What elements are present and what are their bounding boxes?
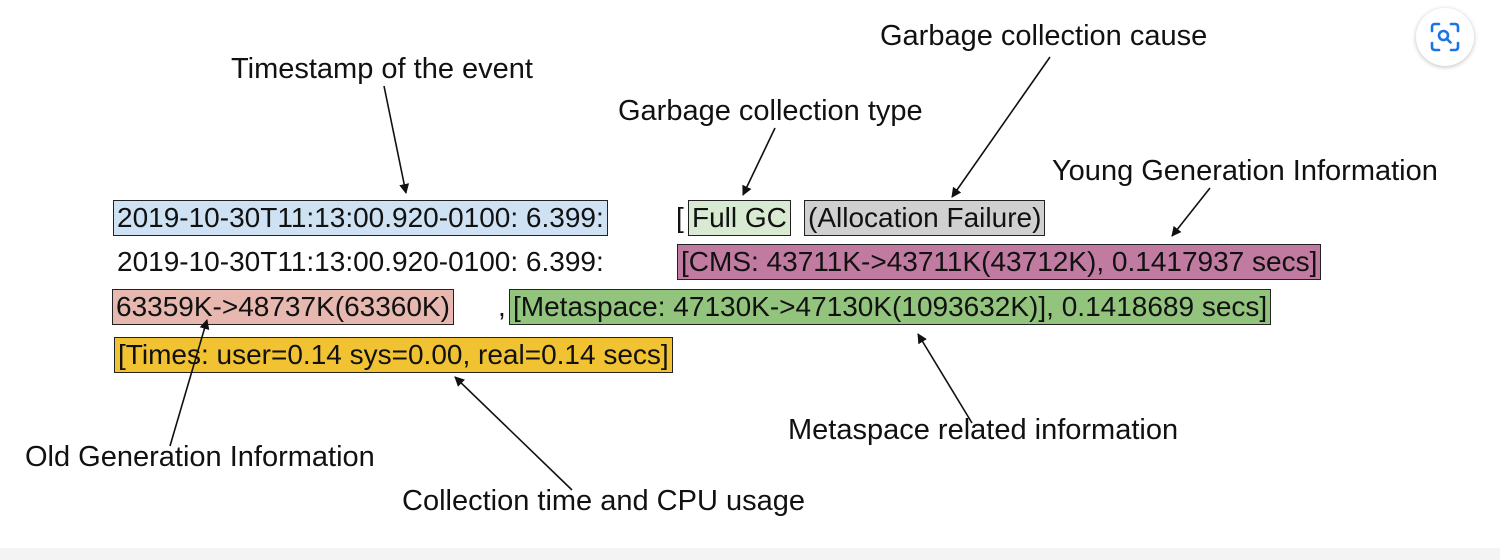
metaspace-box: [Metaspace: 47130K->47130K(1093632K)], 0… <box>509 289 1272 325</box>
label-gc-cause: Garbage collection cause <box>880 20 1208 52</box>
young-gen-box: [CMS: 43711K->43711K(43712K), 0.1417937 … <box>677 244 1322 280</box>
gc-cause-box: (Allocation Failure) <box>804 200 1046 236</box>
timestamp-line2: 2019-10-30T11:13:00.920-0100: 6.399: <box>117 246 604 277</box>
arrow-gc-cause <box>951 56 1051 198</box>
label-gc-type: Garbage collection type <box>618 95 923 127</box>
diagram-canvas: Timestamp of the event Garbage collectio… <box>0 0 1500 548</box>
arrow-gc-type <box>742 127 776 196</box>
times-box: [Times: user=0.14 sys=0.00, real=0.14 se… <box>114 337 673 373</box>
arrow-metaspace <box>917 333 973 424</box>
label-young-gen: Young Generation Information <box>1052 155 1438 187</box>
gc-type-box: Full GC <box>688 200 791 236</box>
arrow-timestamp <box>383 85 410 194</box>
old-gen-box: 63359K->48737K(63360K) <box>112 289 454 325</box>
label-timestamp: Timestamp of the event <box>231 53 533 85</box>
label-old-gen: Old Generation Information <box>25 441 375 473</box>
scan-button[interactable] <box>1416 8 1474 66</box>
comma: , <box>498 291 506 322</box>
arrow-collection-time <box>454 376 573 491</box>
arrow-young-gen <box>1171 187 1211 237</box>
timestamp-box: 2019-10-30T11:13:00.920-0100: 6.399: <box>113 200 608 236</box>
arrows-layer <box>169 56 1211 491</box>
open-bracket: [ <box>676 202 684 233</box>
scan-icon <box>1430 22 1460 52</box>
arrow-old-gen <box>169 319 210 447</box>
label-metaspace: Metaspace related information <box>788 414 1179 446</box>
label-collection-time: Collection time and CPU usage <box>402 485 805 517</box>
